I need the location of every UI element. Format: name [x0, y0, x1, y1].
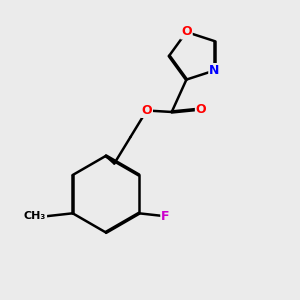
Text: O: O: [196, 103, 206, 116]
Text: O: O: [141, 104, 152, 117]
Text: N: N: [209, 64, 220, 77]
Text: CH₃: CH₃: [24, 211, 46, 221]
Text: F: F: [161, 210, 170, 223]
Text: O: O: [181, 26, 192, 38]
